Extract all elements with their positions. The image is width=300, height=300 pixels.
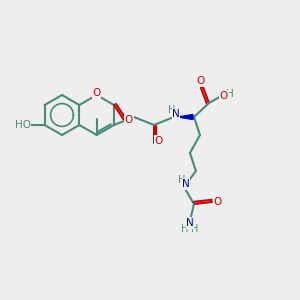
Polygon shape	[178, 115, 193, 119]
Text: H: H	[191, 224, 199, 234]
Text: O: O	[220, 91, 228, 101]
Text: H: H	[178, 175, 186, 185]
Text: H: H	[181, 224, 189, 234]
Text: N: N	[172, 109, 180, 119]
Text: O: O	[197, 76, 205, 86]
Text: N: N	[182, 179, 190, 189]
Text: O: O	[214, 197, 222, 207]
Text: O: O	[125, 115, 133, 125]
Text: N: N	[186, 218, 194, 228]
Text: H: H	[226, 89, 234, 99]
Text: O: O	[92, 88, 101, 98]
Text: HO: HO	[15, 120, 31, 130]
Text: O: O	[155, 136, 163, 146]
Text: H: H	[168, 105, 175, 115]
